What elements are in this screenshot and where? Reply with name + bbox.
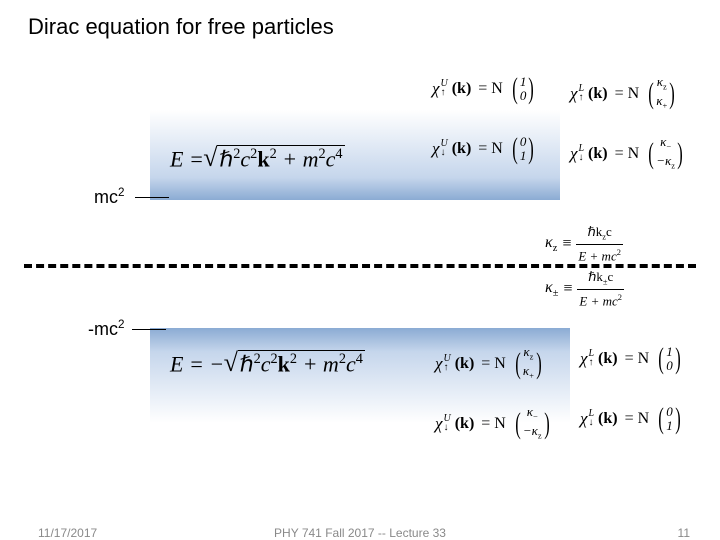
- neg-spinor-chi-U-up: χU↑ (k) = N ( κz κ+ ): [435, 345, 544, 382]
- neg-spinor-chi-L-up: χL↑ (k) = N (10): [580, 345, 683, 373]
- neg-spinor-chi-U-down: χU↓ (k) = N ( κ− −κz ): [435, 405, 552, 442]
- spinor-chi-U-up: χU↑ (k) = N (10): [432, 75, 536, 103]
- zero-energy-dashed-line: [24, 264, 696, 268]
- footer-page-number: 11: [678, 526, 690, 540]
- label-mc2-positive: mc2: [94, 186, 125, 208]
- label-mc2-negative: -mc2: [88, 318, 125, 340]
- neg-spinor-chi-L-down: χL↓ (k) = N (01): [580, 405, 683, 433]
- spinor-chi-L-up: χL↑ (k) = N ( κz κ+ ): [570, 75, 677, 112]
- spinor-chi-U-down: χU↓ (k) = N (01): [432, 135, 536, 163]
- equation-negative-energy: E = − √ ℏ2c2k2 + m2c4: [170, 350, 365, 377]
- spinor-chi-L-down: χL↓ (k) = N ( κ− −κz ): [570, 135, 685, 172]
- footer-course: PHY 741 Fall 2017 -- Lecture 33: [0, 526, 720, 540]
- tick-mc2-negative: [132, 329, 166, 330]
- equation-positive-energy: E = √ ℏ2c2k2 + m2c4: [170, 145, 345, 172]
- kappa-z-definition: κz ≡ ℏkzc E + mc2: [545, 225, 623, 263]
- tick-mc2-positive: [135, 197, 169, 198]
- kappa-pm-definition: κ± ≡ ℏk±c E + mc2: [545, 270, 624, 308]
- slide-title: Dirac equation for free particles: [28, 14, 334, 40]
